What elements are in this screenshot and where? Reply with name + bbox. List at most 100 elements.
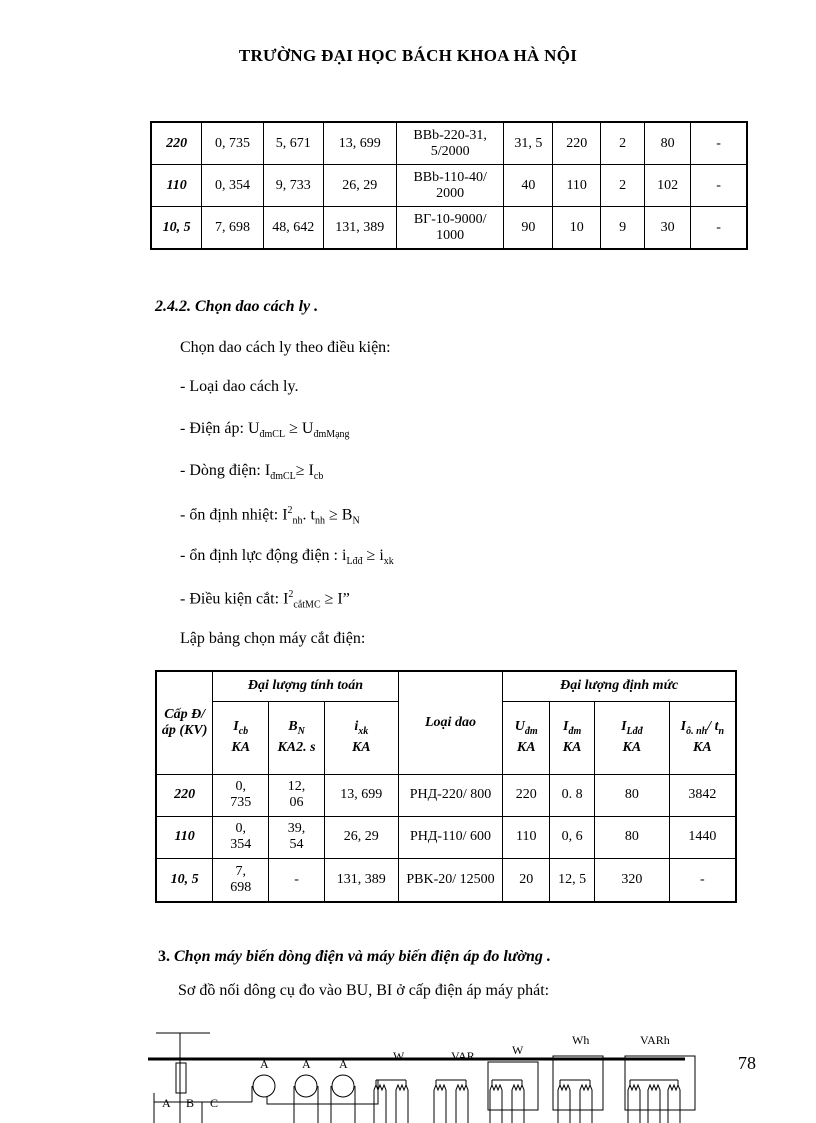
table-cell: - bbox=[690, 164, 748, 207]
table-row: 110 0, 354 39, 54 26, 29 PHД-110/ 600 110 0, 6… bbox=[155, 815, 737, 859]
table-cell: 9 bbox=[600, 206, 646, 250]
table-cell: 110 bbox=[552, 164, 602, 207]
diagram-label: A bbox=[339, 1057, 348, 1071]
table-row: 10, 5 7, 698 48, 642 131, 389 BГ-10-9000/ 10… bbox=[150, 206, 748, 250]
condition-2: - Điện áp: UđmCL ≥ UđmMạng bbox=[180, 420, 350, 441]
table-cell: BBb-220-31, 5/2000 bbox=[395, 121, 505, 165]
table-row: 110 0, 354 9, 733 26, 29 BBb-110-40/ 2000 40 1… bbox=[150, 164, 748, 207]
diagram-label: B bbox=[186, 1096, 194, 1110]
table-cell: 20 bbox=[502, 857, 551, 903]
diagram-label: A bbox=[162, 1096, 171, 1110]
table-cell: 90 bbox=[503, 206, 554, 250]
condition-4: - ổn định nhiệt: I2nh. tnh ≥ BN bbox=[180, 505, 360, 527]
subheader-cell: Iđm KA bbox=[549, 700, 596, 775]
diagram-label: A bbox=[260, 1057, 269, 1071]
table-cell: 10 bbox=[552, 206, 602, 250]
table-cell: PHД-110/ 600 bbox=[397, 815, 504, 859]
table-cell: 48, 642 bbox=[262, 206, 324, 250]
subheader-cell: Icb KA bbox=[212, 700, 270, 775]
diagram-label: W bbox=[393, 1049, 405, 1063]
table-cell: 7, 698 bbox=[212, 857, 270, 903]
table-cell: 26, 29 bbox=[323, 815, 399, 859]
table-cell: - bbox=[668, 857, 737, 903]
table-cell: 40 bbox=[503, 164, 554, 207]
diagram-label: Wh bbox=[572, 1033, 589, 1047]
table-cell: 0, 354 bbox=[201, 164, 264, 207]
table-cell: PBK-20/ 12500 bbox=[397, 857, 504, 903]
table-cell: 0. 8 bbox=[549, 773, 596, 817]
table-cell: 9, 733 bbox=[262, 164, 324, 207]
table-cell: - bbox=[690, 206, 748, 250]
table-intro: Lập bảng chọn máy cắt điện: bbox=[180, 630, 366, 647]
measurement-wiring-diagram: A B C A A A W VAR W Wh VARh bbox=[148, 1032, 696, 1123]
condition-3: - Dòng điện: IđmCL≥ Icb bbox=[180, 462, 324, 483]
diagram-label: W bbox=[512, 1043, 524, 1057]
page-header: TRƯỜNG ĐẠI HỌC BÁCH KHOA HÀ NỘI bbox=[238, 46, 578, 65]
table-cell: 220 bbox=[552, 121, 602, 165]
table-cell: 1440 bbox=[668, 815, 737, 859]
intro-text: Chọn dao cách ly theo điều kiện: bbox=[180, 339, 391, 356]
diagram-label: VAR bbox=[451, 1049, 475, 1063]
subheader-cell: ILđđ KA bbox=[594, 700, 670, 775]
header-level: Cấp Đ/ áp (KV) bbox=[155, 670, 214, 775]
table-cell: 131, 389 bbox=[322, 206, 397, 250]
table-cell: 220 bbox=[502, 773, 551, 817]
table-cell: - bbox=[690, 121, 748, 165]
diagram-label: C bbox=[210, 1096, 218, 1110]
table-cell: 0, 6 bbox=[549, 815, 596, 859]
table-cell: 110 bbox=[502, 815, 551, 859]
table-cell: 10, 5 bbox=[155, 857, 214, 903]
table-cell: 80 bbox=[594, 815, 670, 859]
condition-1: - Loại dao cách ly. bbox=[180, 378, 299, 395]
table-row: 10, 5 7, 698-131, 389 PBK-20/ 12500 20 12, 5… bbox=[155, 857, 737, 903]
table-cell: 220 bbox=[155, 773, 214, 817]
section3-heading: 3. Chọn máy biến dòng điện và máy biến đ… bbox=[158, 948, 551, 965]
table-cell: 2 bbox=[600, 121, 646, 165]
subheader-cell: Iô. nh/ tn KA bbox=[668, 700, 737, 775]
table-cell: 80 bbox=[594, 773, 670, 817]
condition-6: - Điều kiện cắt: I2cắtMC ≥ I” bbox=[180, 589, 350, 611]
table-cell: 39, 54 bbox=[268, 815, 325, 859]
table-cell: 12, 06 bbox=[268, 773, 325, 817]
table-cell: 0, 735 bbox=[212, 773, 270, 817]
table-cell: 2 bbox=[600, 164, 646, 207]
condition-5: - ổn định lực động điện : iLđđ ≥ ixk bbox=[180, 547, 394, 568]
table-cell: BГ-10-9000/ 1000 bbox=[395, 206, 505, 250]
table-cell: 13, 699 bbox=[323, 773, 399, 817]
table-cell: 110 bbox=[155, 815, 214, 859]
table-cell: 3842 bbox=[668, 773, 737, 817]
page-number: 78 bbox=[738, 1053, 756, 1073]
disconnector-table: Cấp Đ/ áp (KV) Đại lượng tính toán Loại … bbox=[155, 670, 737, 903]
header-type: Loại dao bbox=[397, 670, 504, 775]
table-cell: 26, 29 bbox=[322, 164, 397, 207]
table-cell: 12, 5 bbox=[549, 857, 596, 903]
table-cell: 13, 699 bbox=[322, 121, 397, 165]
table-cell: 220 bbox=[150, 121, 203, 165]
diagram-label: A bbox=[302, 1057, 311, 1071]
table-cell: 31, 5 bbox=[503, 121, 554, 165]
table-row: 220 0, 735 12, 06 13, 699 PHД-220/ 800 220 0. … bbox=[155, 773, 737, 817]
table-cell: 102 bbox=[644, 164, 692, 207]
table-cell: 80 bbox=[644, 121, 692, 165]
table-cell: 7, 698 bbox=[201, 206, 264, 250]
table-row: 220 0, 735 5, 671 13, 699 BBb-220-31, 5/2000… bbox=[150, 121, 748, 165]
table-cell: - bbox=[268, 857, 325, 903]
table-cell: PHД-220/ 800 bbox=[397, 773, 504, 817]
section3-text: Sơ đồ nối dông cụ đo vào BU, BI ở cấp đi… bbox=[178, 982, 550, 999]
table-cell: 0, 735 bbox=[201, 121, 264, 165]
subheader-cell: Uđm KA bbox=[502, 700, 551, 775]
section-heading: 2.4.2. Chọn dao cách ly . bbox=[155, 298, 319, 315]
table-cell: 131, 389 bbox=[323, 857, 399, 903]
subheader-cell: BN KA2. s bbox=[268, 700, 325, 775]
table-cell: 30 bbox=[644, 206, 692, 250]
table-cell: 320 bbox=[594, 857, 670, 903]
diagram-label: VARh bbox=[640, 1033, 670, 1047]
table-cell: 110 bbox=[150, 164, 203, 207]
header-rated: Đại lượng định mức bbox=[502, 670, 737, 702]
breaker-table: 220 0, 735 5, 671 13, 699 BBb-220-31, 5/2000… bbox=[150, 121, 748, 250]
header-calculated: Đại lượng tính toán bbox=[212, 670, 399, 702]
subheader-cell: ixk KA bbox=[323, 700, 399, 775]
table-cell: 5, 671 bbox=[262, 121, 324, 165]
table-cell: 10, 5 bbox=[150, 206, 203, 250]
